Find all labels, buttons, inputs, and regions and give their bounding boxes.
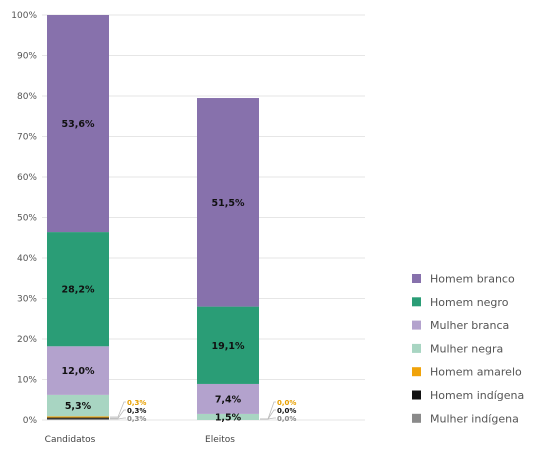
- y-tick-label: 40%: [17, 254, 37, 264]
- y-tick-label: 0%: [23, 416, 38, 426]
- small-data-label: 0,3%: [127, 399, 146, 407]
- legend-swatch: [412, 320, 421, 330]
- bars: [47, 15, 259, 420]
- small-data-label: 0,3%: [127, 407, 146, 415]
- small-data-label: 0,0%: [277, 399, 296, 407]
- legend-label: Homem negro: [430, 296, 509, 309]
- data-label: 53,6%: [62, 119, 95, 130]
- data-label: 7,4%: [215, 394, 242, 405]
- y-tick-label: 50%: [17, 214, 37, 224]
- legend-swatch: [412, 274, 421, 283]
- data-label: 19,1%: [212, 341, 245, 352]
- data-labels: 5,3%12,0%28,2%53,6%0,3%0,3%0,3% 1,5%7,4%1…: [62, 119, 297, 423]
- y-tick-label: 20%: [17, 335, 37, 345]
- callout-line: [110, 417, 126, 420]
- bar-segment: [197, 383, 259, 414]
- callout-line: [110, 409, 126, 419]
- legend: Homem branco Homem negro Mulher branca Mulh…: [412, 273, 524, 425]
- legend-label: Homem amarelo: [430, 366, 522, 379]
- bar-segment: [197, 413, 259, 420]
- bar-segment: [47, 418, 109, 420]
- x-category-label: Eleitos: [205, 435, 235, 445]
- bar-segment: [47, 15, 109, 233]
- y-tick-label: 10%: [17, 376, 37, 386]
- data-label: 28,2%: [62, 285, 95, 296]
- data-label: 12,0%: [62, 366, 95, 377]
- legend-swatch: [412, 367, 421, 377]
- y-axis: 0% 10% 20% 30% 40% 50% 60% 70% 80% 90% 100%: [11, 11, 37, 426]
- data-label: 5,3%: [65, 401, 92, 412]
- bar-segment: [47, 417, 109, 419]
- bar-segment: [197, 98, 259, 307]
- y-tick-label: 60%: [17, 173, 37, 183]
- bar-segment: [197, 306, 259, 384]
- bar-segment: [47, 394, 109, 417]
- bar-segment: [47, 346, 109, 395]
- x-category-label: Candidatos: [45, 435, 96, 445]
- y-tick-label: 30%: [17, 295, 37, 305]
- callout-line: [110, 401, 126, 418]
- legend-label: Homem branco: [430, 273, 515, 286]
- callout-line: [260, 417, 276, 420]
- legend-label: Mulher negra: [430, 342, 503, 355]
- bar-segment: [47, 416, 109, 418]
- legend-swatch: [412, 297, 421, 307]
- small-data-label: 0,0%: [277, 415, 296, 423]
- legend-swatch: [412, 390, 421, 400]
- legend-label: Mulher branca: [430, 319, 509, 332]
- small-data-label: 0,3%: [127, 415, 146, 423]
- x-axis: Candidatos Eleitos: [45, 435, 236, 445]
- y-tick-label: 70%: [17, 133, 37, 143]
- y-tick-label: 100%: [11, 11, 37, 21]
- y-tick-label: 90%: [17, 52, 37, 62]
- small-data-label: 0,0%: [277, 407, 296, 415]
- data-label: 1,5%: [215, 412, 242, 423]
- legend-label: Mulher indígena: [430, 412, 519, 425]
- legend-swatch: [412, 413, 421, 423]
- callout-line: [260, 409, 276, 420]
- data-label: 51,5%: [212, 198, 245, 209]
- legend-label: Homem indígena: [430, 389, 524, 402]
- bar-segment: [47, 232, 109, 347]
- y-tick-label: 80%: [17, 92, 37, 102]
- legend-swatch: [412, 343, 421, 353]
